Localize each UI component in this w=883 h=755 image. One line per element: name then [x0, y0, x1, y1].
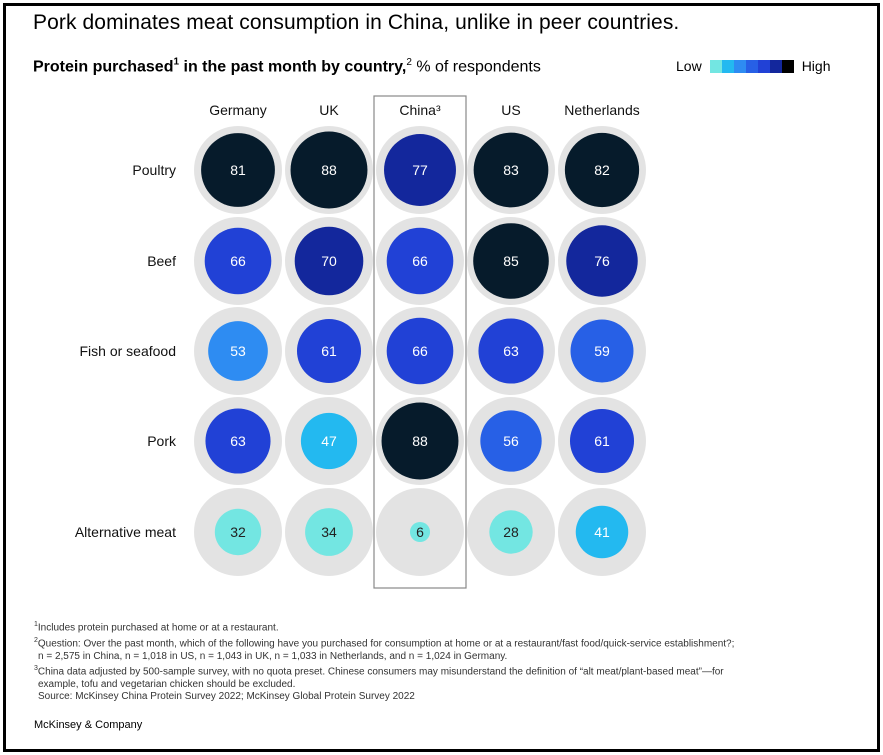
bubble — [300, 412, 358, 470]
bubble — [290, 131, 368, 209]
bubble — [296, 318, 362, 384]
bubble-value-label: 41 — [594, 524, 610, 540]
bubble — [409, 521, 431, 543]
bubble-value-label: 56 — [503, 433, 519, 449]
bubble — [201, 133, 275, 207]
bubble — [566, 225, 638, 297]
bubble-chart: Germany UK China³ US Netherlands Poultry Beef F… — [75, 95, 646, 589]
column-label: US — [501, 102, 520, 118]
legend-swatch — [781, 59, 794, 73]
legend-swatch — [721, 59, 734, 73]
bubble-value-label: 76 — [594, 253, 610, 269]
row-label: Beef — [147, 253, 176, 269]
bubble — [386, 227, 454, 295]
bubble — [305, 508, 353, 556]
chart-subtitle: Protein purchased1 in the past month by … — [33, 57, 541, 76]
bubble-value-label: 70 — [321, 253, 337, 269]
column-label: Netherlands — [564, 102, 640, 118]
footnote-line: example, tofu and vegetarian chicken sho… — [38, 678, 296, 690]
bubble — [570, 319, 634, 383]
legend-high-label: High — [801, 58, 831, 74]
bubble — [569, 408, 635, 474]
legend-swatch — [709, 59, 722, 73]
highlight-column-box — [373, 95, 467, 589]
column-label: UK — [319, 102, 339, 118]
legend-low-label: Low — [676, 58, 702, 74]
bubble-value-label: 32 — [230, 524, 246, 540]
legend-swatch — [769, 59, 782, 73]
bubble-value-label: 61 — [321, 343, 337, 359]
bubble-value-label: 53 — [230, 343, 246, 359]
legend-swatches — [709, 59, 794, 73]
bubble-value-label: 81 — [230, 162, 246, 178]
bubble-value-label: 34 — [321, 524, 337, 540]
footnote-line: 2Question: Over the past month, which of… — [34, 636, 735, 650]
footnote-line: Source: McKinsey China Protein Survey 20… — [38, 691, 415, 703]
bubble-value-label: 6 — [416, 524, 424, 540]
row-label: Alternative meat — [75, 524, 176, 540]
legend-swatch — [733, 59, 746, 73]
legend-swatch — [757, 59, 770, 73]
subtitle-unit: % of respondents — [411, 58, 541, 76]
subtitle-sup-1: 1 — [173, 57, 180, 68]
footnotes: 1Includes protein purchased at home or a… — [34, 619, 844, 704]
column-label: China³ — [399, 102, 441, 118]
bubble — [478, 318, 544, 384]
bubble-value-label: 63 — [503, 343, 519, 359]
footnote-line: n = 2,575 in China, n = 1,018 in US, n =… — [38, 650, 508, 662]
bubble — [473, 223, 549, 299]
bubble-value-label: 66 — [412, 343, 428, 359]
bubble — [473, 132, 549, 208]
bubble — [480, 410, 542, 472]
footnote-line: 1Includes protein purchased at home or a… — [34, 621, 279, 634]
row-label: Pork — [147, 433, 177, 449]
bubble-value-label: 82 — [594, 162, 610, 178]
bubble-value-label: 61 — [594, 433, 610, 449]
bubble — [208, 321, 268, 381]
bubble-value-label: 77 — [412, 162, 428, 178]
bubble — [205, 408, 271, 474]
bubble-value-label: 59 — [594, 343, 610, 359]
bubble-value-label: 47 — [321, 433, 337, 449]
chart-title: Pork dominates meat consumption in China… — [33, 11, 680, 34]
bubble — [294, 226, 364, 296]
row-label: Fish or seafood — [80, 343, 177, 359]
footnote-line: 3China data adjusted by 500-sample surve… — [34, 665, 724, 678]
bubble-value-label: 66 — [230, 253, 246, 269]
bubble — [575, 505, 629, 559]
bubble-value-label: 83 — [503, 162, 519, 178]
bubble — [564, 132, 640, 208]
bubble-value-label: 66 — [412, 253, 428, 269]
subtitle-sup-2: 2 — [406, 57, 412, 68]
bubble — [381, 402, 459, 480]
bubble — [489, 510, 533, 554]
bubble — [214, 508, 262, 556]
bubble-value-label: 28 — [503, 524, 519, 540]
subtitle-bold-1: Protein purchased — [33, 58, 174, 76]
brand-label: McKinsey & Company — [34, 719, 143, 731]
legend-swatch — [745, 59, 758, 73]
row-label: Poultry — [132, 162, 176, 178]
column-label: Germany — [209, 102, 267, 118]
bubble-value-label: 88 — [412, 433, 428, 449]
bubble-value-label: 85 — [503, 253, 519, 269]
subtitle-bold-2: in the past month by country, — [179, 58, 407, 76]
bubble-value-label: 63 — [230, 433, 246, 449]
bubble — [204, 227, 272, 295]
bubble — [386, 317, 454, 385]
bubble — [384, 134, 456, 206]
color-legend: Low High — [676, 58, 830, 74]
bubble-value-label: 88 — [321, 162, 337, 178]
